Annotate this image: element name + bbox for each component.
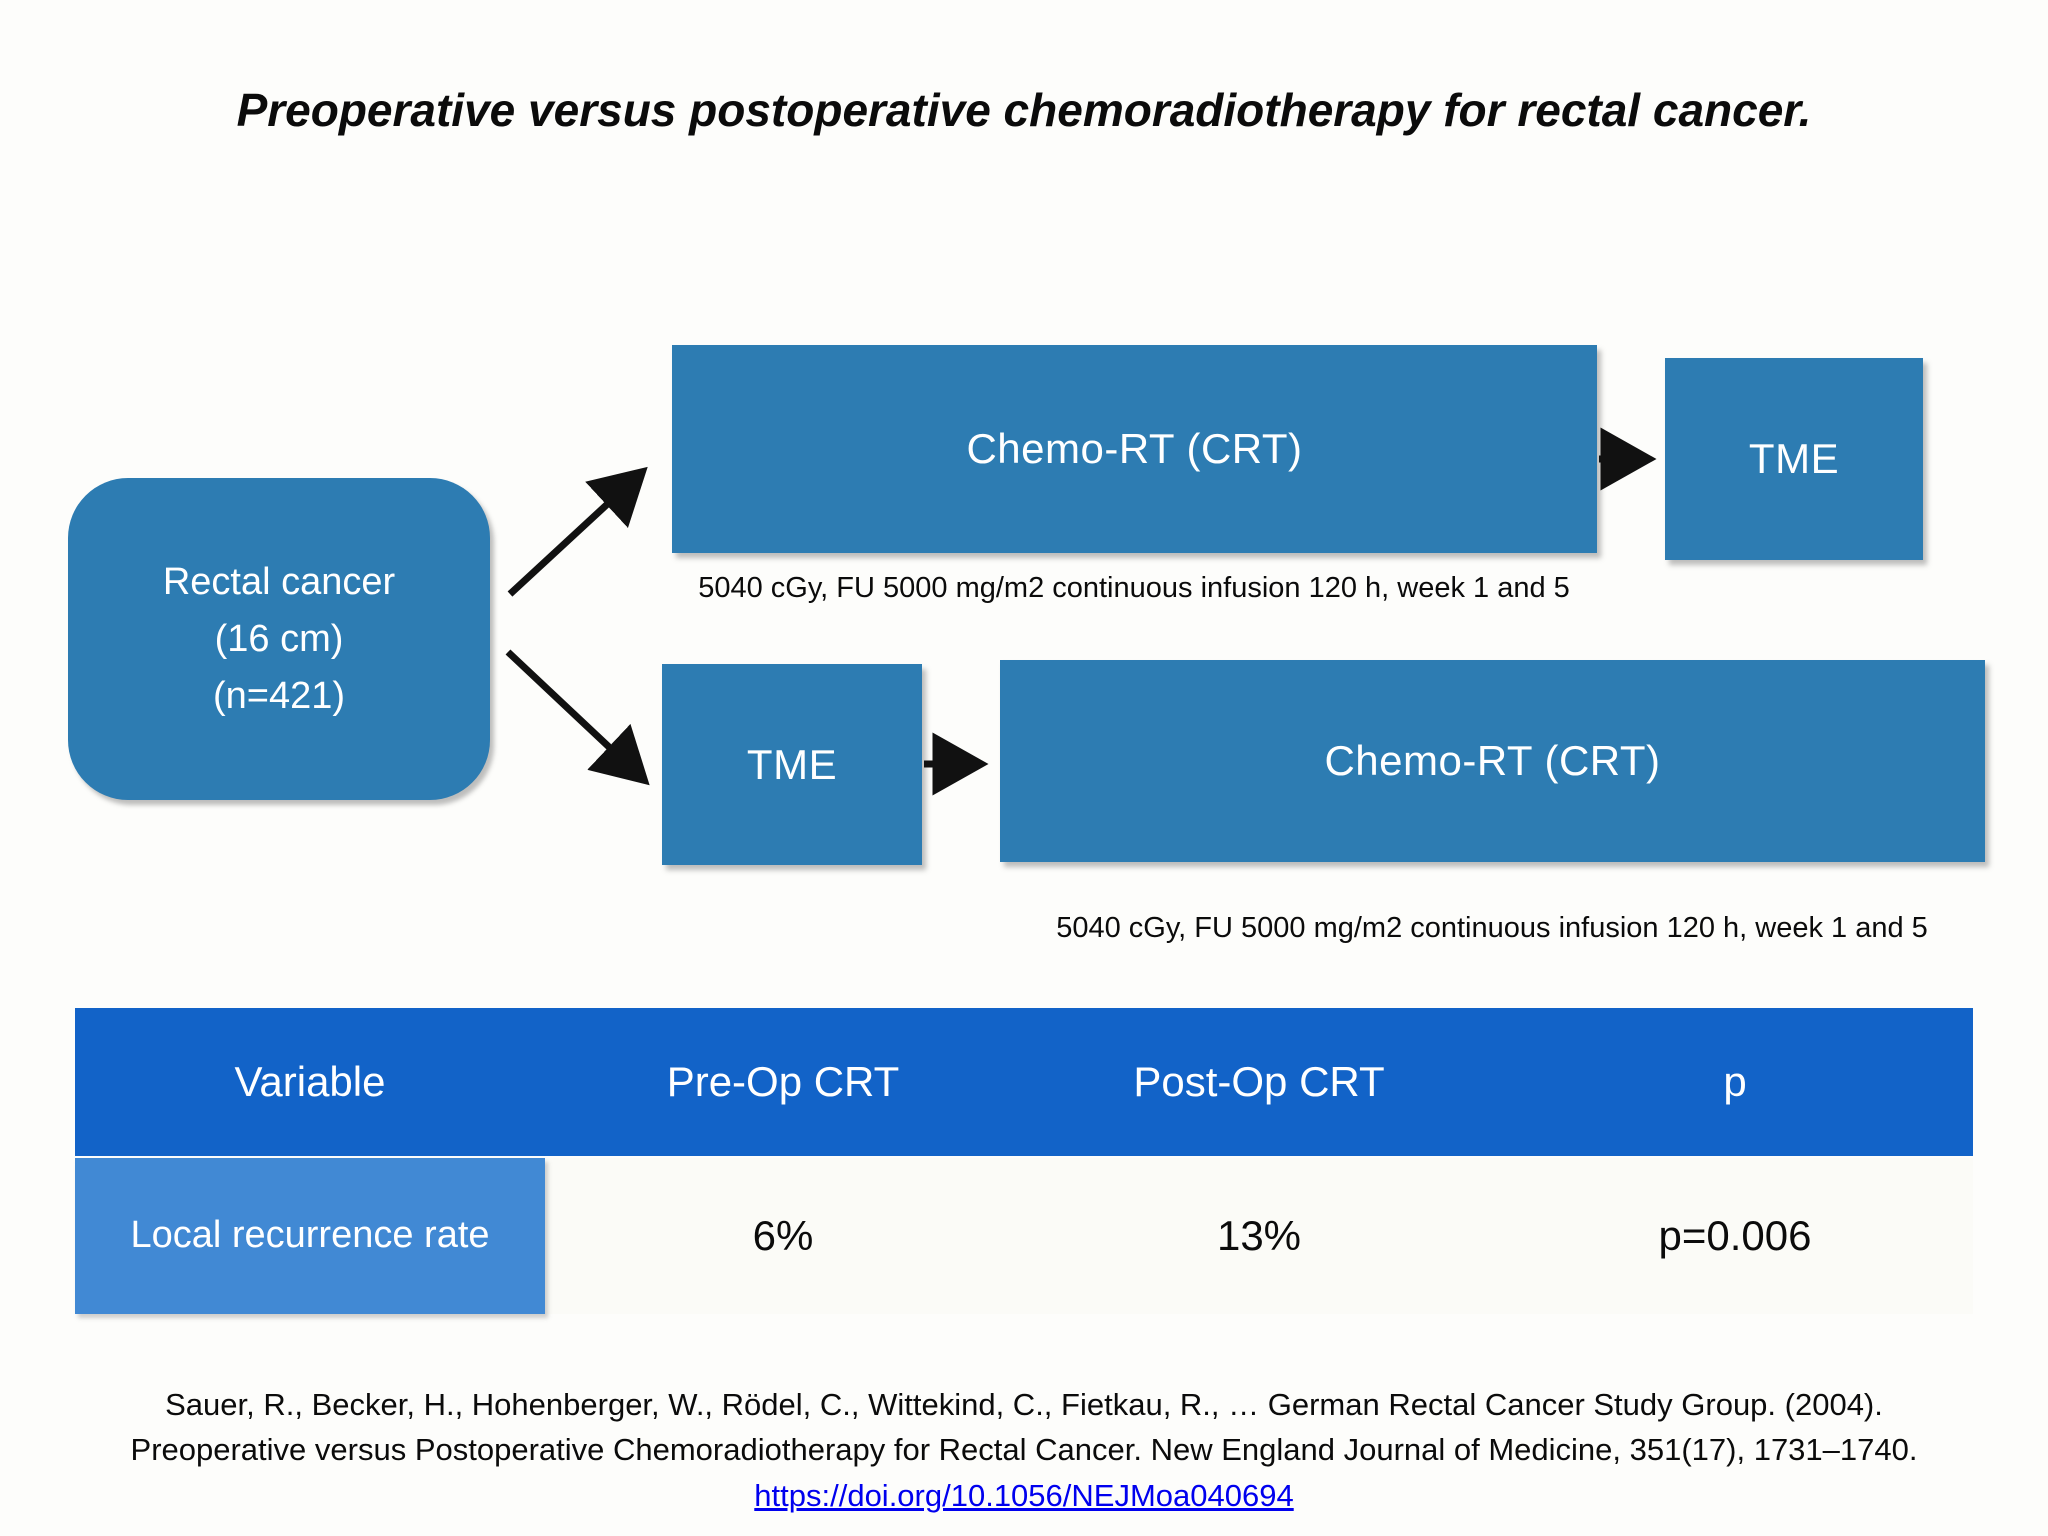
- table-header-p: p: [1723, 1058, 1747, 1105]
- postop-tme-label: TME: [746, 740, 838, 788]
- table-row: Local recurrence rate 6% 13% p=0.006: [75, 1158, 1973, 1314]
- table-header-post-op-crt: Post-Op CRT: [1133, 1058, 1385, 1105]
- rectal-cancer-box: Rectal cancer (16 cm) (n=421): [68, 478, 490, 800]
- table-header-row: Variable Pre-Op CRT Post-Op CRT p: [75, 1008, 1973, 1156]
- preop-tme-box: TME: [1665, 358, 1923, 560]
- postop-chemo-rt-label: Chemo-RT (CRT): [1324, 737, 1661, 784]
- local-recurrence-rate-cell: Local recurrence rate: [75, 1158, 545, 1314]
- results-table: Variable Pre-Op CRT Post-Op CRT p Local …: [75, 1008, 1973, 1314]
- postop-tme-box: TME: [662, 664, 922, 865]
- doi-link[interactable]: https://doi.org/10.1056/NEJMoa040694: [754, 1477, 1294, 1513]
- citation-link-line: https://doi.org/10.1056/NEJMoa040694: [44, 1473, 2004, 1518]
- citation-line-2: Preoperative versus Postoperative Chemor…: [130, 1432, 1918, 1468]
- rectal-cancer-line: Rectal cancer: [162, 560, 396, 603]
- preop-tme-label: TME: [1748, 435, 1840, 482]
- citation-line-1: Sauer, R., Becker, H., Hohenberger, W., …: [165, 1387, 1883, 1422]
- preop-chemo-rt-label: Chemo-RT (CRT): [966, 425, 1303, 472]
- citation: Sauer, R., Becker, H., Hohenberger, W., …: [44, 1382, 2004, 1518]
- pre-op-value-cell: 6%: [752, 1212, 814, 1259]
- tumor-size-line: (16 cm): [214, 617, 344, 660]
- sample-size-line: (n=421): [212, 674, 346, 717]
- rectal-cancer-box-text: Rectal cancer (16 cm) (n=421): [163, 554, 395, 725]
- postop-chemo-rt-box: Chemo-RT (CRT): [1000, 660, 1985, 862]
- p-value-cell: p=0.006: [1658, 1212, 1812, 1259]
- slide-title: Preoperative versus postoperative chemor…: [236, 84, 1812, 136]
- preop-chemo-rt-box: Chemo-RT (CRT): [672, 345, 1597, 553]
- post-op-value-cell: 13%: [1216, 1212, 1302, 1259]
- arrow-root-to-preop-crt-icon: [507, 466, 648, 597]
- table-header-pre-op-crt: Pre-Op CRT: [666, 1058, 900, 1105]
- postop-regimen-caption: 5040 cGy, FU 5000 mg/m2 continuous infus…: [1056, 912, 1928, 944]
- table-header-variable: Variable: [234, 1058, 386, 1105]
- preop-regimen-caption: 5040 cGy, FU 5000 mg/m2 continuous infus…: [698, 572, 1570, 604]
- arrow-root-to-postop-tme-icon: [505, 649, 650, 786]
